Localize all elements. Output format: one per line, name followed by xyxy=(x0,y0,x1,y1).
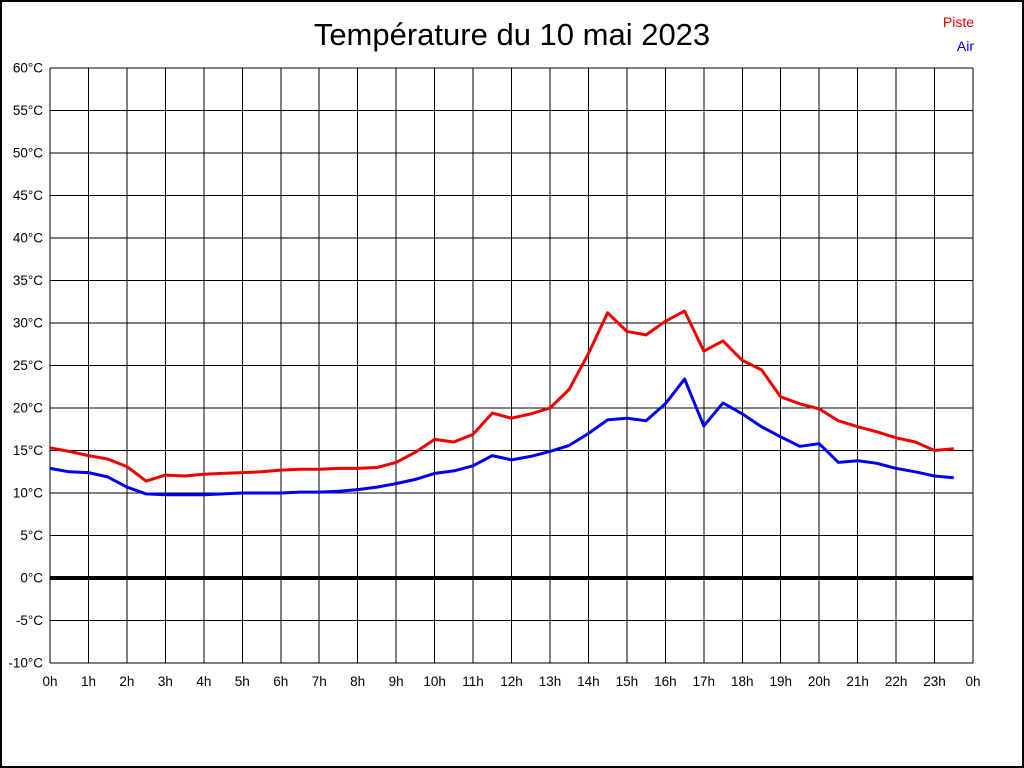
y-tick-label: 10°C xyxy=(13,486,43,501)
x-tick-label: 9h xyxy=(389,674,404,689)
x-tick-label: 10h xyxy=(423,674,446,689)
x-tick-label: 22h xyxy=(885,674,908,689)
x-tick-label: 17h xyxy=(693,674,716,689)
y-tick-label: 45°C xyxy=(13,188,43,203)
y-tick-label: 60°C xyxy=(13,61,43,76)
chart-legend: Piste Air xyxy=(943,10,974,58)
series-piste-line xyxy=(49,309,954,483)
x-axis-labels: 0h 1h 2h 3h 4h 5h 6h 7h 8h 9h 10h 11h 12h 13h 14h 15h 16… xyxy=(42,674,980,689)
y-tick-label: 30°C xyxy=(13,316,43,331)
x-tick-label: 12h xyxy=(500,674,523,689)
y-tick-label: 15°C xyxy=(13,443,43,458)
x-tick-label: 0h xyxy=(965,674,980,689)
x-tick-label: 8h xyxy=(350,674,365,689)
x-tick-label: 21h xyxy=(846,674,869,689)
x-tick-label: 5h xyxy=(235,674,250,689)
x-tick-label: 16h xyxy=(654,674,677,689)
y-tick-label: -5°C xyxy=(16,613,43,628)
x-tick-label: 3h xyxy=(158,674,173,689)
x-tick-label: 7h xyxy=(312,674,327,689)
x-tick-label: 18h xyxy=(731,674,754,689)
x-tick-label: 19h xyxy=(769,674,792,689)
x-tick-label: 2h xyxy=(119,674,134,689)
y-tick-label: 50°C xyxy=(13,146,43,161)
y-tick-label: 0°C xyxy=(20,571,43,586)
series-air-line xyxy=(49,377,954,497)
x-tick-label: 15h xyxy=(616,674,639,689)
x-tick-label: 23h xyxy=(923,674,946,689)
x-tick-label: 1h xyxy=(81,674,96,689)
x-tick-label: 13h xyxy=(539,674,562,689)
chart-title: Température du 10 mai 2023 xyxy=(313,17,711,52)
grid xyxy=(49,67,974,664)
y-tick-label: -10°C xyxy=(8,656,43,671)
x-tick-label: 0h xyxy=(42,674,57,689)
x-tick-label: 20h xyxy=(808,674,831,689)
legend-item-air: Air xyxy=(943,34,974,58)
y-tick-label: 40°C xyxy=(13,231,43,246)
y-tick-label: 35°C xyxy=(13,273,43,288)
legend-item-piste: Piste xyxy=(943,10,974,34)
y-tick-label: 20°C xyxy=(13,401,43,416)
legend-label-piste: Piste xyxy=(942,14,974,30)
x-tick-label: 6h xyxy=(273,674,288,689)
x-tick-label: 4h xyxy=(196,674,211,689)
x-tick-label: 11h xyxy=(462,674,484,689)
x-tick-label: 14h xyxy=(577,674,600,689)
y-axis-labels: -10°C -5°C 0°C 5°C 10°C 15°C 20°C 25°C 30°C 35°C 4… xyxy=(8,61,43,671)
legend-label-air: Air xyxy=(956,38,974,54)
y-tick-label: 5°C xyxy=(20,528,43,543)
y-tick-label: 55°C xyxy=(13,103,43,118)
y-tick-label: 25°C xyxy=(13,358,43,373)
